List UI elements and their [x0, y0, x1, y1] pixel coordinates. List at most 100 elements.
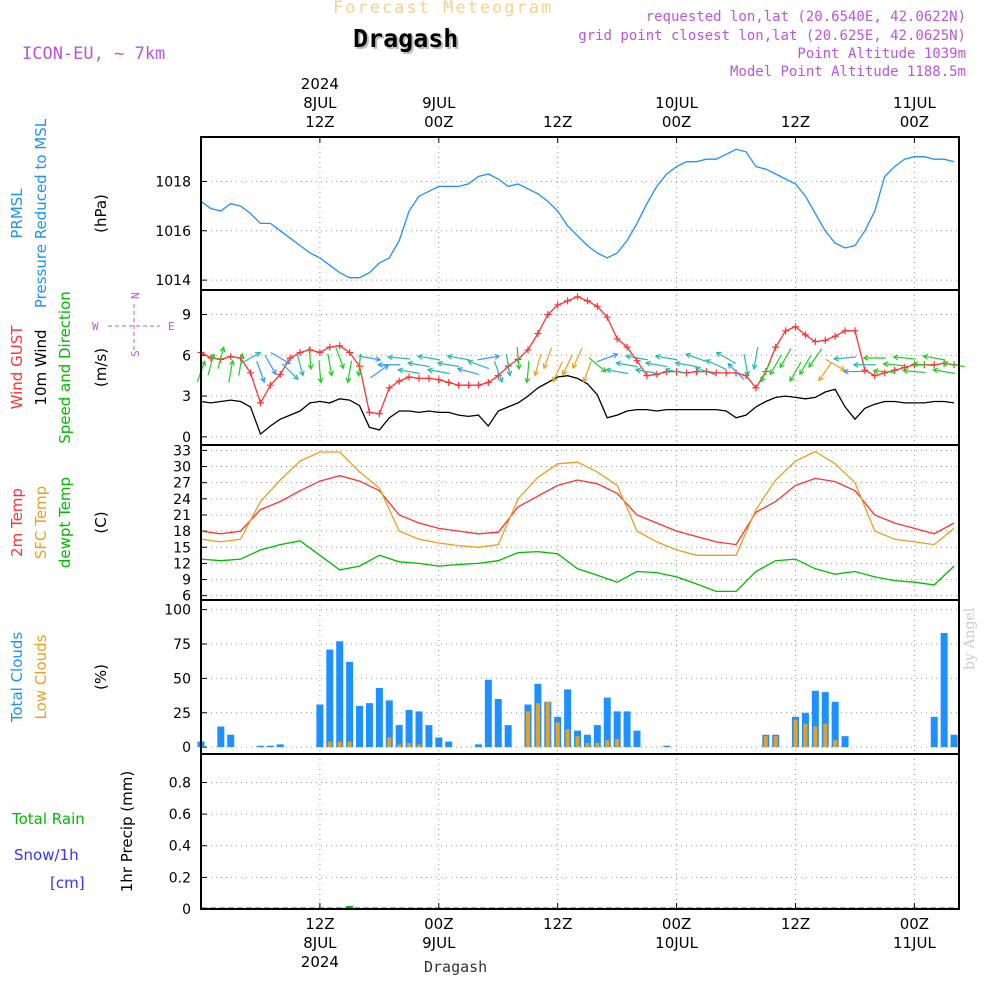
- wind-arrow-head: [808, 361, 814, 369]
- wind-arrow: [240, 351, 261, 365]
- wind-arrow: [743, 353, 749, 376]
- wind-arrow: [477, 355, 500, 361]
- time-tick-label: 00Z: [662, 915, 691, 933]
- gust-marker: [811, 338, 819, 346]
- wind-arrow-head: [219, 346, 226, 353]
- wind-arrow: [505, 353, 511, 376]
- bar: [494, 699, 502, 748]
- gust-marker: [722, 369, 730, 377]
- bar: [445, 741, 453, 748]
- wind-arrow-head: [872, 368, 879, 374]
- time-tick-label: 00Z: [900, 113, 929, 131]
- wind-arrow: [347, 360, 353, 383]
- gust-marker: [227, 353, 235, 361]
- wind-arrow: [572, 347, 583, 369]
- wind-arrow-head: [600, 366, 607, 373]
- wind-arrow-head: [789, 376, 795, 383]
- bar: [387, 737, 392, 748]
- bar: [256, 745, 264, 748]
- time-tick-label: 8JUL: [303, 934, 337, 952]
- wind-arrow-head: [839, 365, 846, 371]
- bar: [346, 661, 354, 748]
- gust-marker: [623, 343, 631, 351]
- wind-arrow-head: [466, 359, 474, 366]
- y-tick-label: 6: [182, 589, 191, 605]
- gust-marker: [326, 343, 334, 351]
- bar: [276, 744, 284, 748]
- y-tick-label: 3: [182, 389, 191, 405]
- wind-arrow: [228, 360, 234, 383]
- bar: [605, 740, 610, 748]
- y-tick-label: 75: [173, 637, 191, 653]
- time-tick-label: 12Z: [305, 915, 334, 933]
- wind-arrow: [408, 362, 430, 368]
- bar: [564, 689, 572, 748]
- gust-marker: [564, 297, 572, 305]
- y-tick-label: 1016: [155, 224, 191, 240]
- wind-arrow: [645, 362, 668, 368]
- y-axis-label: (hPa): [92, 194, 110, 233]
- bar: [613, 711, 621, 748]
- wind-arrow-head: [705, 359, 712, 365]
- wind-arrow-head: [605, 367, 612, 374]
- panel-label: dewpt Temp: [56, 477, 74, 568]
- wind-arrow-head: [779, 362, 785, 369]
- time-tick-label: 9JUL: [422, 94, 456, 112]
- gust-marker: [445, 378, 453, 386]
- wind-arrow-head: [654, 353, 661, 360]
- y-tick-label: 0: [182, 430, 191, 446]
- point-altitude: Point Altitude 1039m: [797, 46, 966, 62]
- y-tick-label: 50: [173, 671, 191, 687]
- wind-arrow: [789, 361, 802, 382]
- wind-arrow-head: [882, 361, 889, 368]
- bar: [575, 736, 580, 748]
- wind-arrow-head: [842, 368, 849, 375]
- gust-marker: [415, 374, 423, 382]
- wind-arrow: [779, 348, 792, 368]
- gust-marker: [425, 374, 433, 382]
- bar: [950, 734, 958, 748]
- bar: [227, 734, 235, 748]
- gust-marker: [266, 381, 274, 389]
- gust-marker: [534, 330, 542, 338]
- wind-arrow: [467, 360, 489, 370]
- gust-marker: [653, 370, 661, 378]
- wind-arrow-head: [932, 367, 939, 374]
- wind-arrow: [358, 355, 381, 361]
- wind-arrow: [398, 369, 421, 375]
- wind-arrow: [675, 362, 698, 368]
- y-tick-label: 100: [164, 603, 191, 619]
- wind-arrow: [562, 354, 573, 376]
- wind-arrow: [417, 355, 440, 361]
- bar: [833, 740, 838, 748]
- gust-marker: [465, 381, 473, 389]
- wind-arrow-head: [200, 360, 207, 367]
- gust-marker: [792, 323, 800, 331]
- wind-arrow-head: [339, 363, 345, 370]
- gust-marker: [544, 310, 552, 318]
- wind-arrow: [207, 354, 215, 376]
- panel-frame: [200, 444, 960, 601]
- gust-marker: [484, 378, 492, 386]
- wind-arrow: [933, 369, 956, 375]
- bar: [435, 737, 443, 748]
- wind-arrow: [583, 361, 592, 383]
- gust-marker: [524, 346, 532, 354]
- wind-arrow: [923, 355, 946, 361]
- panel-label: Pressure Reduced to MSL: [32, 118, 50, 308]
- y-tick-label: 0: [182, 902, 191, 918]
- wind-arrow: [457, 368, 480, 376]
- bar: [623, 711, 631, 748]
- wind-arrow-head: [892, 354, 899, 361]
- bar: [346, 905, 354, 909]
- wind-arrow-head: [715, 351, 722, 358]
- wind-arrow: [893, 356, 916, 360]
- time-tick-label: 00Z: [900, 915, 929, 933]
- bar: [603, 697, 611, 748]
- wind-arrow: [753, 347, 759, 369]
- bar: [266, 745, 274, 748]
- panel-label: 10m Wind: [32, 329, 50, 405]
- time-tick-label: 2024: [301, 75, 339, 93]
- bar: [940, 633, 948, 748]
